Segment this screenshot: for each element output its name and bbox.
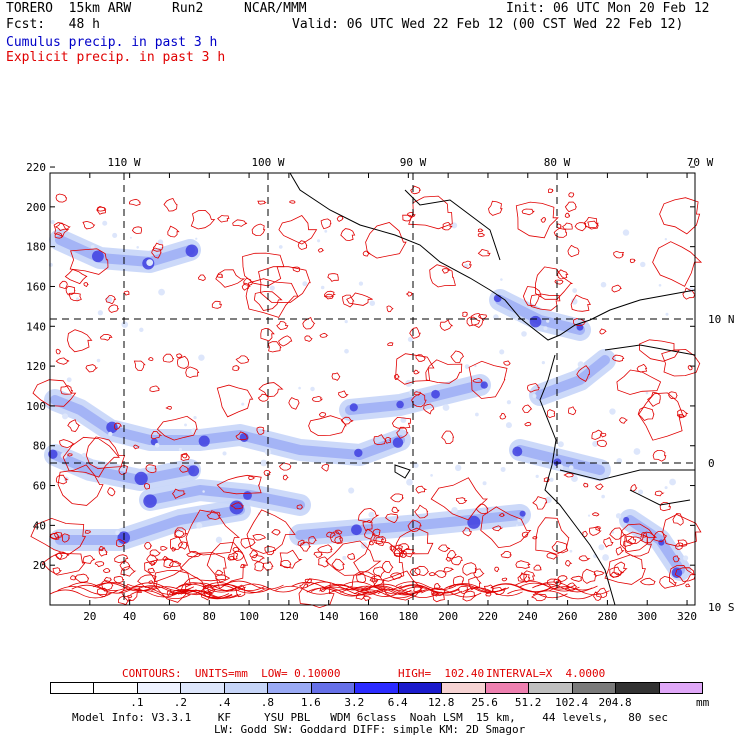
x-tick-label: 80 [203,610,216,623]
colorbar-swatch [93,682,138,694]
lat-label: 10 N [708,313,735,326]
x-tick-label: 240 [518,610,538,623]
colorbar-swatch [571,682,617,694]
colorbar-label: 3.2 [344,696,365,709]
lat-label: 10 S [708,601,735,614]
map-frame [49,172,696,606]
y-tick-label: 60 [33,480,46,493]
y-tick-label: 220 [26,161,46,174]
valid-time: Valid: 06 UTC Wed 22 Feb 12 (00 CST Wed … [292,17,684,32]
forecast-hour: Fcst: 48 h [6,17,100,32]
x-tick-label: 180 [398,610,418,623]
x-tick-label: 220 [478,610,498,623]
x-tick-label: 300 [637,610,657,623]
model-info: Model Info: V3.3.1 KF YSU PBL WDM 6class… [72,711,669,724]
colorbar-swatch [354,682,399,694]
colorbar-swatch [136,682,182,694]
lon-label: 80 W [544,156,571,169]
colorbar-label: 25.6 [471,696,498,709]
lon-label: 90 W [400,156,427,169]
colorbar-swatch [441,682,486,694]
y-tick-label: 80 [33,440,46,453]
colorbar-swatch [658,682,703,694]
colorbar-swatch [615,682,660,694]
lon-label: 100 W [251,156,284,169]
colorbar-label: 1.6 [300,696,321,709]
y-tick-label: 40 [33,519,46,532]
cumulus-precip-shading [44,220,694,581]
lon-label: 70 W [687,156,714,169]
lat-label: 0 [708,457,715,470]
colorbar-label: 51.2 [514,696,542,709]
colorbar-label: 6.4 [387,696,408,709]
contour-units: CONTOURS: UNITS=mm LOW= 0.10000 [122,667,341,680]
colorbar-swatch [267,682,312,694]
org-label: NCAR/MMM [244,1,307,16]
x-tick-label: 260 [558,610,578,623]
x-tick-label: 20 [83,610,96,623]
y-tick-label: 180 [26,241,46,254]
lat-lon-grid [50,173,695,605]
axis-labels: 20 40 60 80 100 120 140 160 180 200 220 240 260 280 30… [26,156,734,623]
x-tick-label: 60 [163,610,176,623]
colorbar-label: .4 [217,696,231,709]
colorbar-label: 12.8 [427,696,455,709]
x-tick-label: 200 [438,610,458,623]
y-tick-label: 120 [26,360,46,373]
colorbar-swatch [310,682,356,694]
colorbar-label: .2 [173,696,188,709]
contour-interval: INTERVAL=X 4.0000 [486,667,606,680]
colorbar-swatch [484,682,530,694]
model-title: TORERO 15km ARW [6,1,132,16]
colorbar-swatch [528,682,573,694]
colorbar-label: 102.4 [555,696,589,709]
x-tick-label: 120 [279,610,299,623]
run-label: Run2 [172,1,204,16]
x-tick-label: 100 [239,610,259,623]
x-tick-label: 40 [123,610,136,623]
colorbar-label: 204.8 [598,696,632,709]
colorbar-swatch [180,682,225,694]
field-explicit-label: Explicit precip. in past 3 h [6,50,226,65]
x-tick-label: 140 [319,610,339,623]
y-tick-label: 20 [33,559,46,572]
field-cumulus-label: Cumulus precip. in past 3 h [6,35,218,50]
colorbar-swatch [397,682,443,694]
y-tick-label: 160 [26,280,46,293]
colorbar-label: .8 [260,696,274,709]
y-tick-label: 100 [26,400,46,413]
explicit-precip-contours [30,185,703,609]
x-tick-label: 280 [597,610,617,623]
x-tick-label: 320 [677,610,697,623]
y-tick-label: 200 [26,201,46,214]
colorbar-unit: mm [696,696,710,709]
contour-high: HIGH= 102.40 [398,667,485,680]
x-tick-label: 160 [359,610,379,623]
physics-info: LW: Godd SW: Goddard DIFF: simple KM: 2D… [214,723,526,736]
colorbar-label: .1 [130,696,144,709]
colorbar-swatch [223,682,269,694]
y-tick-label: 140 [26,320,46,333]
lon-label: 110 W [107,156,140,169]
colorbar-swatch [50,682,95,694]
coastlines [289,172,696,606]
axis-ticks [50,166,695,605]
init-time: Init: 06 UTC Mon 20 Feb 12 [506,1,710,16]
